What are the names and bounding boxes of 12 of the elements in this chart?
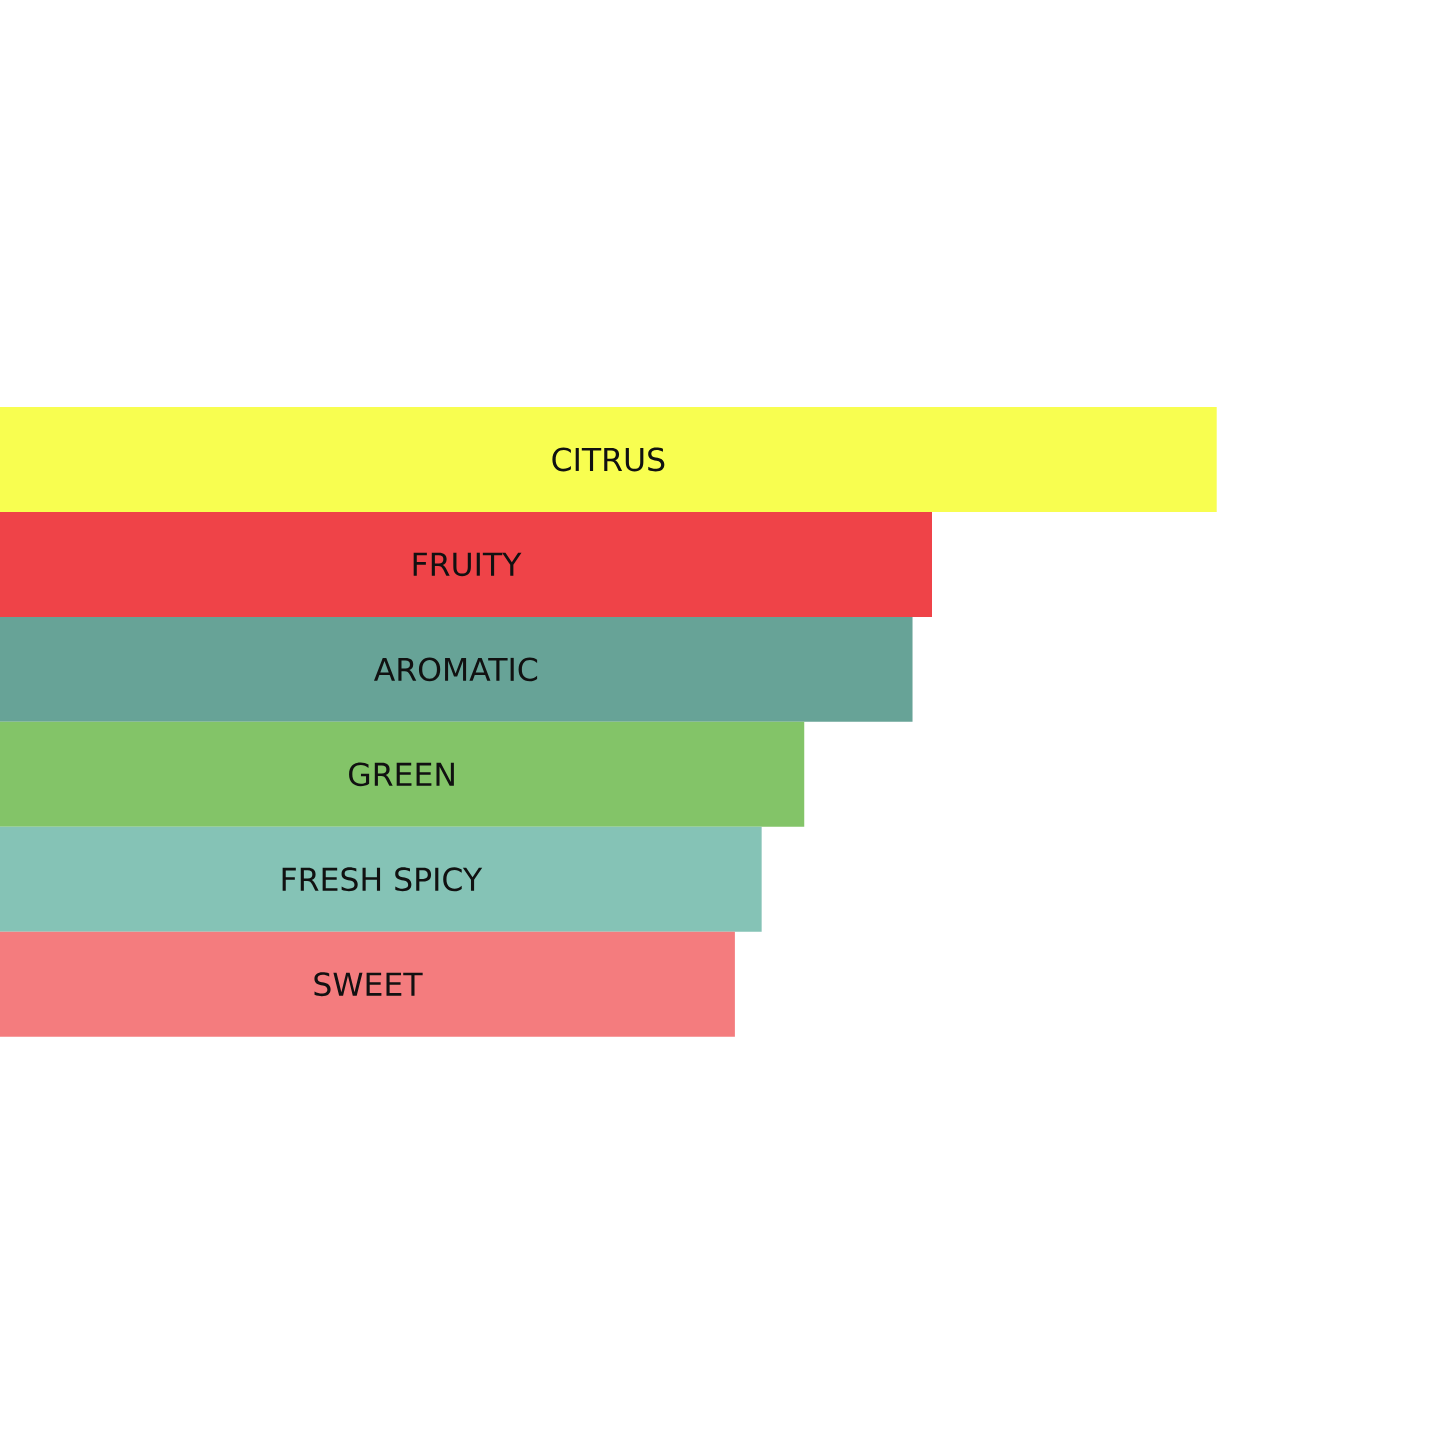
bar — [0, 616, 913, 722]
y-tick-label: GREEN — [349, 762, 454, 787]
bar — [0, 407, 1217, 512]
bar — [0, 826, 762, 932]
bar — [0, 931, 735, 1037]
y-tick-label: FRESH SPICY — [282, 867, 483, 892]
bar — [0, 511, 932, 617]
y-tick-label: FRUITY — [413, 552, 522, 577]
bar — [0, 721, 805, 827]
y-tick-label: CITRUS — [552, 447, 665, 472]
y-tick-label: SWEET — [314, 972, 423, 997]
y-tick-label: AROMATIC — [373, 657, 538, 682]
